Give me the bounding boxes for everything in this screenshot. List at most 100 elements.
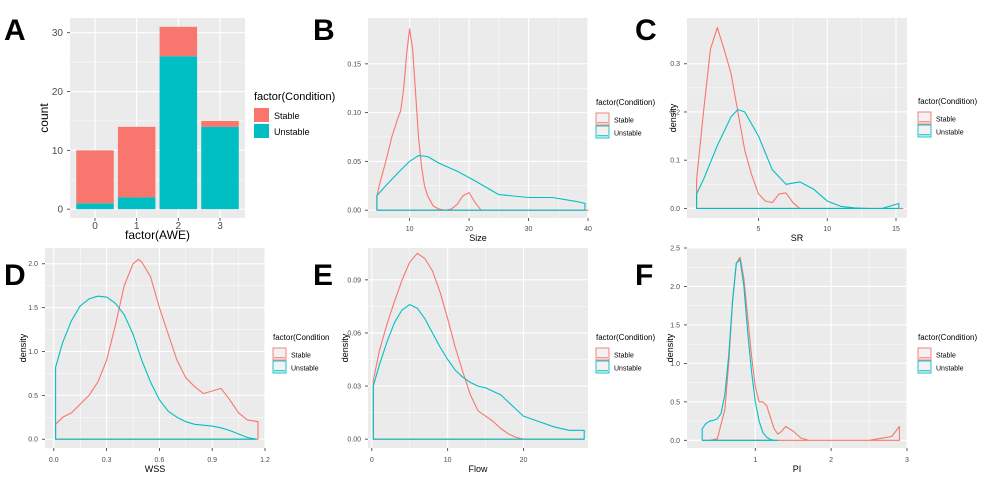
x-axis-title: WSS xyxy=(145,464,166,474)
y-tick-label: 1.0 xyxy=(670,361,680,368)
x-tick-label: 0.9 xyxy=(207,457,217,464)
x-tick-label: 5 xyxy=(757,226,761,233)
panel-letter: C xyxy=(635,14,657,47)
chart-e: E 0.00 0.03 0.06 0.09 0 10 20 Flow density factor(… xyxy=(313,248,655,474)
y-axis: 0.00 0.05 0.10 0.15 xyxy=(347,61,368,215)
density-line-unstable xyxy=(372,304,585,440)
density-line-stable xyxy=(696,27,904,209)
y-tick-label: 0.15 xyxy=(347,61,361,68)
legend: factor(Condition) Stable Unstable xyxy=(917,97,977,138)
gridlines xyxy=(368,18,589,218)
legend: factor(Condition) Stable Unstable xyxy=(917,333,977,374)
chart-a: A 0 10 20 30 0 1 2 3 factor(AWE) count factor(Condi… xyxy=(4,14,335,242)
legend-title: factor(Condition) xyxy=(254,91,335,103)
x-axis-title: Size xyxy=(469,233,487,243)
x-axis-title: PI xyxy=(793,464,802,474)
legend-label-stable: Stable xyxy=(614,117,634,124)
density-lines xyxy=(696,27,904,209)
y-tick-label: 1.5 xyxy=(670,322,680,329)
x-tick-label: 0 xyxy=(92,221,98,232)
density-line-stable xyxy=(372,252,585,440)
x-axis: 1 2 3 xyxy=(753,448,909,464)
y-axis-title: density xyxy=(665,333,675,362)
panel-letter: E xyxy=(313,259,333,292)
legend-title: factor(Condition) xyxy=(596,98,655,107)
density-lines xyxy=(376,28,589,211)
x-axis: 0 10 20 xyxy=(370,448,528,464)
y-tick-label: 2.0 xyxy=(28,261,38,268)
legend-key-unstable xyxy=(595,125,610,139)
density-lines xyxy=(372,252,585,440)
legend-label-unstable: Unstable xyxy=(936,365,964,372)
panel-letter: D xyxy=(4,259,26,292)
panel-letter: F xyxy=(635,259,653,292)
y-axis: 0.0 0.1 0.2 0.3 xyxy=(670,61,687,213)
bar-unstable-0 xyxy=(76,203,114,210)
legend-key-stable xyxy=(254,108,269,122)
x-tick-label: 0.0 xyxy=(49,457,59,464)
bar-unstable-2 xyxy=(159,56,198,210)
y-tick-label: 0.5 xyxy=(28,393,38,400)
legend-label-unstable: Unstable xyxy=(936,129,964,136)
x-tick-label: 0.3 xyxy=(102,457,112,464)
legend: factor(Condition Stable Unstable xyxy=(272,333,329,374)
density-line-stable xyxy=(55,258,259,440)
legend-key-stable xyxy=(595,112,610,126)
y-tick-label: 0.00 xyxy=(347,437,361,444)
bar-stable-3 xyxy=(201,120,239,127)
legend-label-unstable: Unstable xyxy=(291,365,319,372)
legend-label-unstable: Unstable xyxy=(614,365,642,372)
y-tick-label: 0.1 xyxy=(670,158,680,165)
x-axis-title: factor(AWE) xyxy=(125,228,190,242)
legend: factor(Condition) Stable Unstable xyxy=(595,98,655,139)
x-axis: 0.0 0.3 0.6 0.9 1.2 xyxy=(49,448,270,464)
x-tick-label: 10 xyxy=(823,226,831,233)
bar-stable-1 xyxy=(117,126,156,198)
plot-background xyxy=(45,248,265,448)
x-axis-title: Flow xyxy=(468,464,488,474)
x-tick-label: 2 xyxy=(829,457,833,464)
x-tick-label: 30 xyxy=(525,226,533,233)
y-tick-label: 0.0 xyxy=(28,437,38,444)
y-tick-label: 1.5 xyxy=(28,305,38,312)
y-tick-label: 0.2 xyxy=(670,109,680,116)
legend-key-unstable xyxy=(917,360,932,374)
y-tick-label: 0.0 xyxy=(670,438,680,445)
y-axis-title: density xyxy=(668,103,678,132)
x-tick-label: 1 xyxy=(753,457,757,464)
legend-key-stable xyxy=(917,111,932,125)
legend-key-stable xyxy=(595,347,610,361)
legend: factor(Condition) Stable Unstable xyxy=(254,91,335,138)
x-axis-title: SR xyxy=(791,233,804,243)
chart-d: D 0.0 0.5 1.0 1.5 2.0 0.0 0.3 0.6 0.9 1.2 WSS densit… xyxy=(4,248,329,474)
y-tick-label: 30 xyxy=(52,28,64,39)
chart-f: F 0.0 0.5 1.0 1.5 2.0 2.5 1 2 3 PI density factor(Co… xyxy=(635,245,977,474)
y-tick-label: 0.5 xyxy=(670,399,680,406)
density-lines xyxy=(55,258,259,440)
y-tick-label: 0.00 xyxy=(347,208,361,215)
y-tick-label: 2.0 xyxy=(670,284,680,291)
x-tick-label: 3 xyxy=(905,457,909,464)
x-axis: 10 20 30 40 xyxy=(406,218,592,233)
chart-c: C 0.0 0.1 0.2 0.3 5 10 15 SR density factor(Condit… xyxy=(635,14,977,243)
panel-letter: A xyxy=(4,14,26,47)
x-axis: 0 1 2 3 xyxy=(92,218,223,232)
legend-label-stable: Stable xyxy=(936,352,956,359)
x-tick-label: 0.6 xyxy=(155,457,165,464)
x-tick-label: 10 xyxy=(406,226,414,233)
density-line-stable xyxy=(376,28,589,211)
density-line-unstable xyxy=(701,258,779,441)
x-tick-label: 40 xyxy=(584,226,592,233)
density-line-unstable xyxy=(376,155,586,211)
x-tick-label: 0 xyxy=(370,457,374,464)
y-tick-label: 0.0 xyxy=(670,206,680,213)
gridlines xyxy=(45,248,266,448)
legend-key-unstable xyxy=(595,360,610,374)
plot-background xyxy=(368,18,588,218)
x-tick-label: 1 xyxy=(134,221,140,232)
density-lines xyxy=(701,256,900,441)
legend-label-stable: Stable xyxy=(291,352,311,359)
y-tick-label: 0.05 xyxy=(347,159,361,166)
x-tick-label: 15 xyxy=(892,226,900,233)
